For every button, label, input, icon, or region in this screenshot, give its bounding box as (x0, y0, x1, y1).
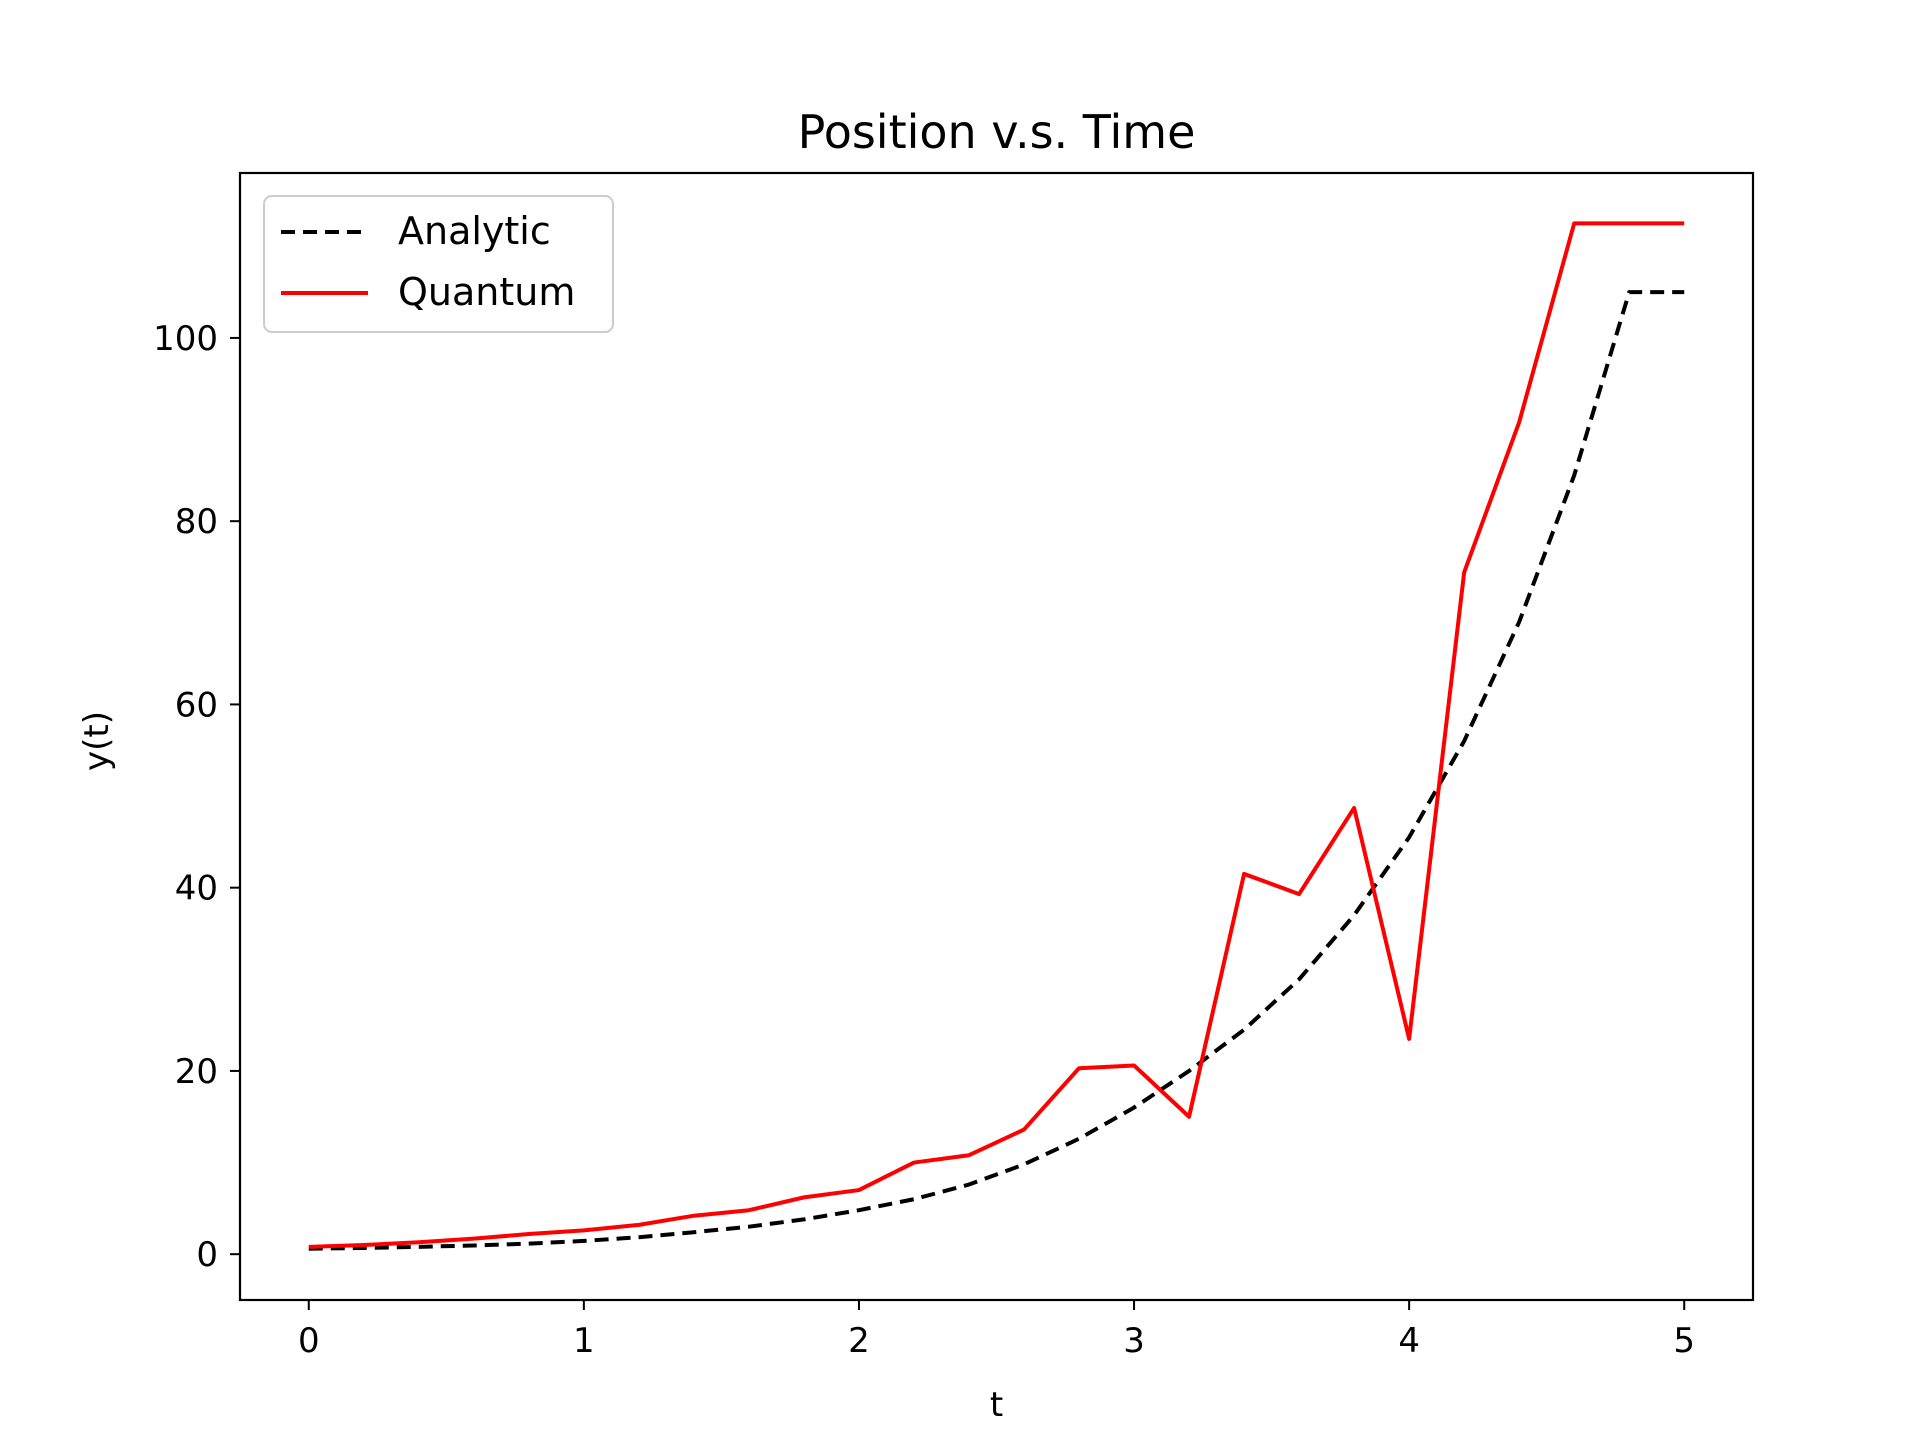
legend-analytic-label: Analytic (398, 209, 551, 253)
series-1-line (308, 221, 1685, 1249)
x-tick-label: 1 (573, 1321, 595, 1361)
legend-quantum-label: Quantum (398, 270, 575, 314)
x-tick-label: 2 (848, 1321, 870, 1361)
x-tick-label: 3 (1123, 1321, 1145, 1361)
y-axis-ticks: 0 20 40 60 80 100 (153, 319, 240, 1275)
x-axis-label: t (990, 1385, 1003, 1425)
plot-frame (238, 171, 1755, 1302)
y-tick-label: 60 (175, 685, 218, 725)
series-layer (308, 221, 1685, 1251)
series-0-line (308, 290, 1685, 1251)
y-tick-label: 80 (175, 502, 218, 542)
y-tick-label: 20 (175, 1052, 218, 1092)
chart-title: Position v.s. Time (798, 105, 1196, 159)
x-tick-label: 0 (298, 1321, 320, 1361)
y-tick-label: 0 (196, 1235, 218, 1275)
y-axis-label: y(t) (77, 711, 117, 771)
legend: Analytic Quantum (263, 195, 614, 333)
x-axis-ticks: 0 1 2 3 4 5 (298, 1300, 1695, 1361)
x-tick-label: 4 (1398, 1321, 1420, 1361)
y-tick-label: 40 (175, 869, 218, 909)
x-tick-label: 5 (1673, 1321, 1695, 1361)
y-tick-label: 100 (153, 319, 218, 359)
